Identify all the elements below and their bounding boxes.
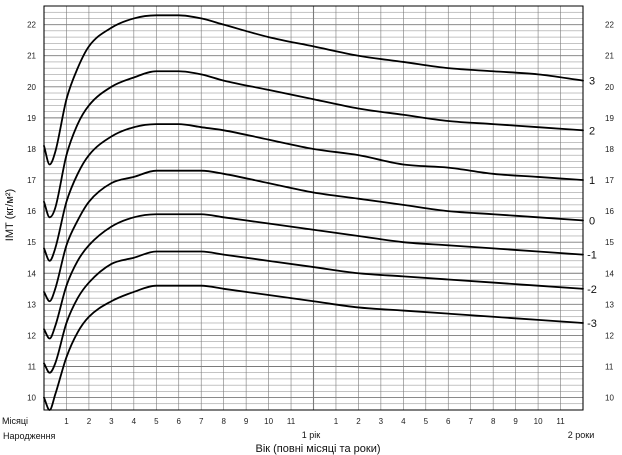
y-tick-label-left: 20 xyxy=(27,83,36,92)
y-tick-label-left: 19 xyxy=(27,114,36,123)
curve-label-0: 0 xyxy=(589,215,595,227)
y-tick-label-right: 15 xyxy=(605,238,614,247)
y-tick-label-left: 12 xyxy=(27,331,36,340)
percentile-curves xyxy=(43,14,584,411)
x-tick-label: 3 xyxy=(379,417,384,426)
x-tick-label: 1 xyxy=(64,417,69,426)
y-tick-label-right: 21 xyxy=(605,52,614,61)
curve-label-2: 2 xyxy=(589,125,595,137)
y-tick-label-right: 14 xyxy=(605,269,614,278)
y-tick-label-right: 17 xyxy=(605,176,614,185)
y-tick-label-right: 10 xyxy=(605,394,614,403)
x-axis-label: Вік (повні місяці та роки) xyxy=(255,443,380,455)
x-tick-label: 8 xyxy=(491,417,496,426)
curve--2 xyxy=(43,250,584,374)
x-tick-label: 2 xyxy=(356,417,361,426)
curve-3 xyxy=(43,14,584,166)
y-tick-label-left: 17 xyxy=(27,176,36,185)
curve-label-3: 3 xyxy=(589,76,595,88)
y-tick-label-left: 14 xyxy=(27,269,36,278)
y-tick-label-left: 11 xyxy=(28,362,37,371)
y-tick-label-right: 20 xyxy=(605,83,614,92)
y-tick-label-left: 21 xyxy=(27,52,36,61)
x-tick-label: 6 xyxy=(177,417,182,426)
x-tick-label: 5 xyxy=(154,417,159,426)
x-tick-label: 4 xyxy=(132,417,137,426)
y-tick-label-left: 18 xyxy=(27,145,36,154)
y-tick-label-right: 16 xyxy=(605,207,614,216)
x-tick-label: 10 xyxy=(534,417,543,426)
x-tick-label: 11 xyxy=(287,417,296,426)
y-tick-label-right: 13 xyxy=(605,300,614,309)
y-tick-label-left: 16 xyxy=(27,207,36,216)
y-tick-label-right: 22 xyxy=(605,21,614,30)
curve-labels: 3 2 1 0 -1 -2 -3 xyxy=(587,76,597,330)
x-tick-label: 4 xyxy=(401,417,406,426)
curve-1 xyxy=(43,123,584,262)
y-tick-label-right: 19 xyxy=(605,114,614,123)
x-tick-labels: 1 2 3 4 5 6 7 8 9 10 11 1 2 3 4 5 6 7 8 9 10 11 xyxy=(64,417,565,426)
curve-0 xyxy=(43,169,584,303)
x-tick-label: 1 xyxy=(334,417,339,426)
y-tick-label-left: 15 xyxy=(27,238,36,247)
x-tick-label: 6 xyxy=(446,417,451,426)
year-2-label: 2 роки xyxy=(568,430,594,440)
year-1-label: 1 рік xyxy=(302,430,321,440)
y-tick-label-left: 13 xyxy=(27,300,36,309)
plot-border xyxy=(43,5,584,411)
months-label: Місяці xyxy=(2,416,28,426)
birth-label: Народження xyxy=(3,431,56,441)
x-tick-label: 7 xyxy=(199,417,204,426)
y-tick-label-right: 11 xyxy=(605,362,614,371)
curve--1 xyxy=(43,213,584,340)
curve-2 xyxy=(43,70,584,219)
y-axis-label: ІМТ (кг/м²) xyxy=(4,189,16,241)
x-tick-label: 7 xyxy=(468,417,473,426)
plot-frame xyxy=(43,5,584,411)
x-tick-label: 11 xyxy=(556,417,565,426)
curve-label--3: -3 xyxy=(587,318,597,330)
y-tick-label-right: 12 xyxy=(605,331,614,340)
curve-label--1: -1 xyxy=(587,250,597,262)
grid xyxy=(43,5,584,411)
curve--3 xyxy=(43,284,584,411)
x-tick-label: 10 xyxy=(264,417,273,426)
y-tick-label-left: 22 xyxy=(27,21,36,30)
x-tick-label: 9 xyxy=(244,417,249,426)
x-tick-label: 5 xyxy=(424,417,429,426)
x-tick-label: 9 xyxy=(513,417,518,426)
curve-label-1: 1 xyxy=(589,175,595,187)
y-tick-label-right: 18 xyxy=(605,145,614,154)
y-tick-label-left: 10 xyxy=(27,394,36,403)
x-tick-label: 8 xyxy=(221,417,226,426)
x-tick-label: 2 xyxy=(87,417,92,426)
curve-label--2: -2 xyxy=(587,284,597,296)
x-tick-label: 3 xyxy=(109,417,114,426)
